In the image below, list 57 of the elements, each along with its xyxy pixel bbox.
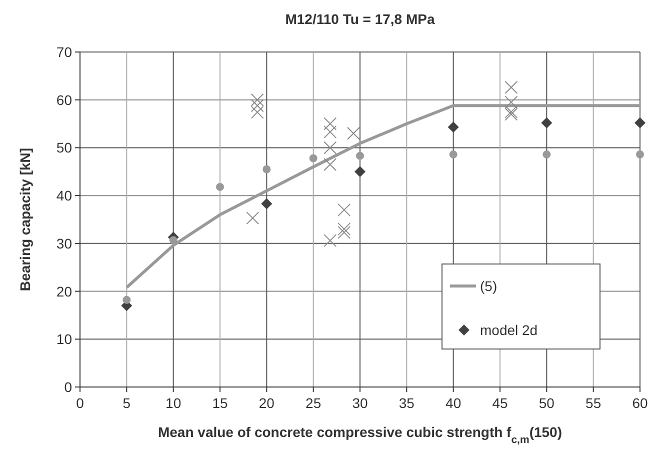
x-tick-label: 35 (398, 395, 415, 411)
x-tick-label: 40 (446, 395, 462, 411)
point (338, 222, 351, 236)
y-tick-label: 10 (56, 331, 72, 348)
point (324, 117, 337, 130)
point (309, 154, 318, 162)
point (216, 182, 224, 191)
y-tick-label: 40 (56, 188, 72, 204)
legend-label: (5) (480, 278, 498, 294)
x-tick-label: 10 (166, 395, 182, 411)
point (634, 117, 646, 128)
y-tick-label: 70 (56, 44, 72, 60)
point (324, 158, 337, 171)
x-tick-label: 30 (352, 395, 368, 411)
point (504, 96, 518, 109)
point (250, 93, 264, 106)
legend-label: model 2d (480, 322, 538, 338)
point (262, 165, 271, 174)
point (504, 105, 518, 118)
x-tick-label: 45 (492, 395, 508, 411)
y-tick-label: 50 (56, 140, 72, 156)
x-tick-label: 60 (632, 395, 648, 411)
x-tick-label: 25 (306, 395, 322, 411)
x-tick-label: 50 (538, 395, 555, 411)
point (338, 203, 351, 216)
x-tick-label: 15 (212, 395, 228, 411)
point (324, 125, 337, 138)
point (261, 198, 272, 210)
point (246, 212, 260, 225)
point (346, 126, 360, 140)
point (324, 234, 337, 248)
point (250, 106, 264, 119)
point (250, 99, 264, 112)
point (636, 150, 644, 158)
chart-title: M12/110 Tu = 17,8 MPa (285, 11, 435, 27)
y-tick-label: 20 (56, 283, 72, 300)
point (356, 152, 364, 160)
x-tick-label: 55 (586, 395, 602, 411)
y-tick-label: 60 (56, 92, 72, 108)
point (354, 166, 366, 178)
point (542, 150, 551, 158)
point (448, 122, 459, 133)
y-axis-title: Bearing capacity [kN] (17, 148, 33, 292)
point (324, 141, 337, 154)
point (504, 80, 518, 94)
point (338, 226, 351, 239)
point (122, 296, 131, 304)
x-tick-label: 0 (76, 395, 84, 411)
x-axis-title: Mean value of concrete compressive cubic strength f$_{c,m}$(150) (158, 424, 562, 446)
x-tick-label: 5 (122, 395, 131, 411)
y-tick-label: 0 (64, 379, 72, 395)
point (169, 236, 178, 244)
x-tick-label: 20 (258, 395, 275, 411)
y-tick-label: 30 (56, 235, 72, 252)
point (504, 108, 518, 121)
point (449, 150, 458, 158)
point (541, 117, 552, 128)
